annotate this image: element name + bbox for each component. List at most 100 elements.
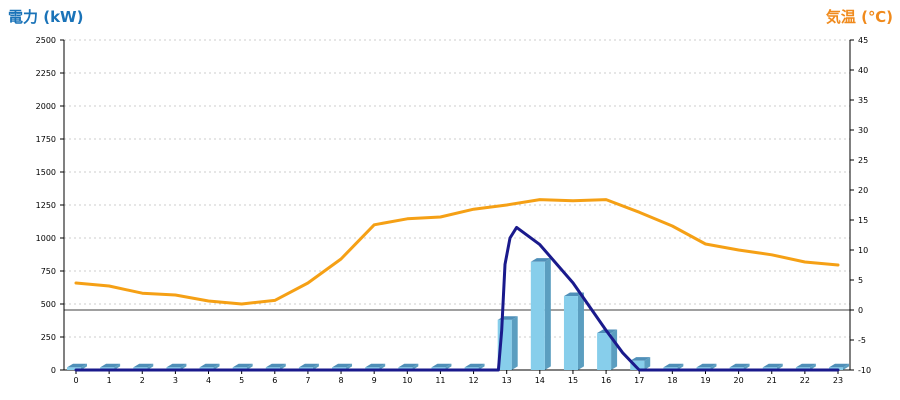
bar-top bbox=[332, 363, 353, 368]
x-axis: 0 1 2 3 4 5 6 7 8 9 10 11 12 13 14 15 16 17 18 19 20 21 22 23 bbox=[73, 370, 843, 385]
bar bbox=[563, 296, 578, 370]
x-tick-label: 11 bbox=[435, 376, 445, 385]
left-tick-label: 1500 bbox=[36, 168, 56, 177]
bar-side bbox=[577, 292, 584, 370]
bar-top bbox=[696, 363, 717, 368]
left-tick-label: 1250 bbox=[36, 201, 56, 210]
bar bbox=[530, 261, 545, 370]
x-tick-label: 18 bbox=[667, 376, 677, 385]
x-tick-label: 14 bbox=[535, 376, 545, 385]
x-tick-label: 19 bbox=[700, 376, 710, 385]
bar-top bbox=[630, 357, 651, 361]
bar-side bbox=[213, 363, 220, 370]
bar-side bbox=[279, 363, 286, 370]
right-tick-label: 10 bbox=[858, 246, 868, 255]
bar-side bbox=[246, 363, 253, 370]
bar-side bbox=[710, 363, 717, 370]
bar-top bbox=[464, 363, 485, 368]
power-line bbox=[74, 225, 840, 372]
left-tick-label: 2000 bbox=[36, 102, 56, 111]
bar-side bbox=[114, 363, 121, 370]
right-tick-label: 15 bbox=[858, 216, 868, 225]
left-tick-label: 1750 bbox=[36, 135, 56, 144]
x-tick-label: 4 bbox=[206, 376, 211, 385]
x-tick-label: 6 bbox=[272, 376, 277, 385]
bar bbox=[630, 360, 645, 370]
bar-top bbox=[431, 363, 452, 368]
x-tick-label: 12 bbox=[468, 376, 478, 385]
left-tick-label: 1000 bbox=[36, 234, 56, 243]
right-tick-label: 0 bbox=[858, 306, 863, 315]
bar-side bbox=[312, 363, 319, 370]
x-tick-label: 2 bbox=[140, 376, 145, 385]
bar-top bbox=[232, 363, 253, 368]
bar-side bbox=[81, 363, 87, 370]
x-tick-label: 15 bbox=[568, 376, 578, 385]
bar-side bbox=[809, 363, 816, 370]
left-tick-label: 2250 bbox=[36, 69, 56, 78]
bar-side bbox=[180, 363, 187, 370]
x-tick-label: 16 bbox=[601, 376, 611, 385]
bar-top bbox=[199, 363, 220, 368]
x-tick-label: 8 bbox=[338, 376, 343, 385]
right-tick-label: 35 bbox=[858, 96, 868, 105]
bar-top bbox=[365, 363, 386, 368]
bar-side bbox=[544, 258, 551, 370]
bar-top bbox=[133, 363, 154, 368]
bar-top bbox=[663, 363, 684, 368]
x-tick-label: 0 bbox=[73, 376, 78, 385]
bar-side bbox=[379, 363, 386, 370]
x-tick-label: 17 bbox=[634, 376, 644, 385]
bar-top bbox=[762, 363, 783, 368]
lines bbox=[74, 198, 840, 372]
power-bars bbox=[67, 258, 849, 370]
bar-top bbox=[829, 363, 849, 368]
right-tick-label: 30 bbox=[858, 126, 868, 135]
left-axis-title: 電力 (kW) bbox=[8, 8, 83, 26]
bar-side bbox=[776, 363, 783, 370]
bar-side bbox=[346, 363, 353, 370]
x-tick-label: 9 bbox=[372, 376, 377, 385]
bar-top bbox=[265, 363, 286, 368]
bar-side bbox=[743, 363, 750, 370]
x-tick-label: 21 bbox=[767, 376, 777, 385]
right-tick-label: 5 bbox=[858, 276, 863, 285]
bar-side bbox=[644, 357, 651, 370]
bar-side bbox=[445, 363, 452, 370]
bar bbox=[67, 367, 81, 370]
x-tick-label: 20 bbox=[734, 376, 744, 385]
right-tick-label: 45 bbox=[858, 36, 868, 45]
x-tick-label: 3 bbox=[173, 376, 178, 385]
bar-side bbox=[677, 363, 684, 370]
x-tick-label: 10 bbox=[402, 376, 412, 385]
bar-top bbox=[795, 363, 816, 368]
right-tick-label: 25 bbox=[858, 156, 868, 165]
left-tick-label: 0 bbox=[51, 366, 56, 375]
bar-top bbox=[530, 258, 551, 262]
right-axis-title: 気温 (℃) bbox=[826, 8, 893, 26]
x-tick-label: 1 bbox=[107, 376, 112, 385]
x-tick-label: 22 bbox=[800, 376, 810, 385]
bar bbox=[597, 333, 612, 370]
bar-side bbox=[147, 363, 154, 370]
bar-top bbox=[298, 363, 319, 368]
bar-side bbox=[478, 363, 485, 370]
bar-top bbox=[398, 363, 419, 368]
bar-top bbox=[729, 363, 750, 368]
right-tick-label: -10 bbox=[858, 366, 871, 375]
bar-top bbox=[67, 363, 87, 368]
right-tick-label: 40 bbox=[858, 66, 868, 75]
bar-side bbox=[843, 363, 849, 370]
grid bbox=[63, 39, 851, 371]
left-tick-label: 250 bbox=[41, 333, 56, 342]
right-axis: -10 -5 0 5 10 15 20 25 30 35 40 45 bbox=[850, 36, 871, 375]
left-axis: 0 250 500 750 1000 1250 1500 1750 2000 2250 2500 bbox=[36, 36, 64, 375]
x-tick-label: 23 bbox=[833, 376, 843, 385]
bar-side bbox=[412, 363, 419, 370]
temperature-line bbox=[74, 198, 840, 306]
bar-top bbox=[100, 363, 121, 368]
bar-top bbox=[166, 363, 187, 368]
x-tick-label: 7 bbox=[305, 376, 310, 385]
bar-side bbox=[611, 329, 618, 370]
